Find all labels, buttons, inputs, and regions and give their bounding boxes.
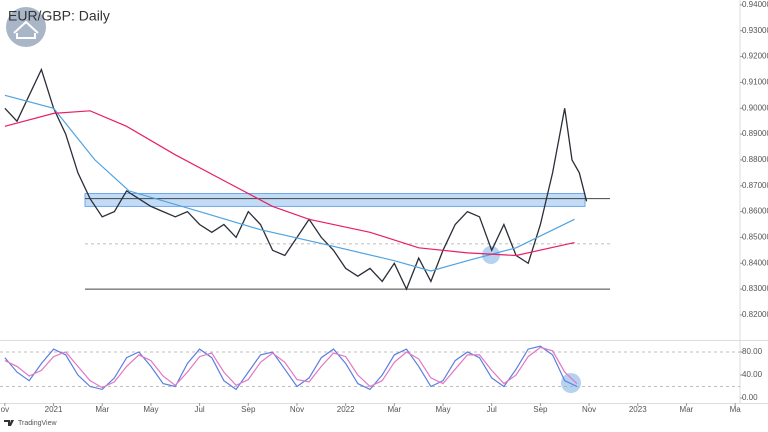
x-tick-label: Jul — [487, 405, 497, 414]
series-line — [4, 67, 588, 291]
watermark-logo — [4, 420, 14, 426]
series-line — [4, 110, 575, 257]
watermark: TradingView — [18, 420, 57, 427]
x-tick-label: Mar — [680, 405, 694, 414]
x-tick-label: Sep — [533, 405, 548, 414]
x-tick-label: 2022 — [337, 405, 355, 414]
x-tick-label: Nov — [582, 405, 596, 414]
x-tick-label: Mar — [95, 405, 109, 414]
y-tick-label: 0.00 — [742, 393, 758, 402]
logo-icon — [13, 20, 39, 39]
x-tick-label: Ma — [730, 405, 742, 414]
series-line — [4, 346, 578, 389]
x-tick-label: ov — [1, 405, 9, 414]
y-tick-label: 0.82000 — [742, 310, 768, 319]
x-tick-label: May — [435, 405, 450, 414]
x-tick-label: Jul — [194, 405, 204, 414]
x-tick-label: Sep — [241, 405, 256, 414]
x-tick-label: Mar — [387, 405, 401, 414]
x-tick-label: Nov — [290, 405, 304, 414]
series-line — [4, 345, 578, 391]
x-tick-label: 2023 — [629, 405, 647, 414]
x-tick-label: May — [143, 405, 158, 414]
zone — [84, 193, 586, 207]
series-line — [4, 94, 575, 272]
chart-title: EUR/GBP: Daily — [8, 8, 110, 24]
y-tick-label: 80.00 — [742, 347, 763, 356]
x-tick-label: 2021 — [45, 405, 63, 414]
highlight-circle — [561, 373, 581, 393]
y-tick-label: 40.00 — [742, 370, 763, 379]
